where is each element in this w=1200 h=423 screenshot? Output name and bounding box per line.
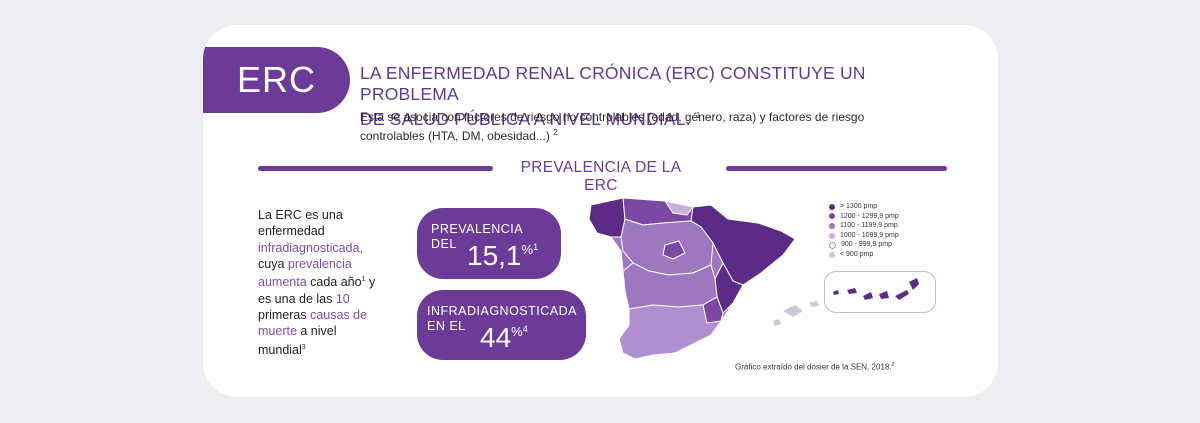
side-text-ref: 3 xyxy=(301,343,306,351)
underdiagnosis-label-line1: INFRADIAGNOSTICADA xyxy=(427,304,577,318)
legend-dot-6 xyxy=(829,251,835,258)
underdiagnosis-number: 44 xyxy=(480,322,512,353)
side-text-part: La ERC es una enfermedad xyxy=(258,208,343,239)
prevalence-label-line2: DEL xyxy=(431,237,457,251)
legend-dot-2 xyxy=(829,213,835,220)
prevalence-ref: 1 xyxy=(533,242,539,252)
side-text-ref: 1 xyxy=(361,276,366,284)
legend-item-2: 1200 - 1299,9 pmp xyxy=(829,212,899,222)
prevalence-stat: PREVALENCIA DEL 15,1%1 xyxy=(417,208,561,279)
section-title: PREVALENCIA DE LA ERC xyxy=(520,159,682,194)
legend-dot-1 xyxy=(829,203,835,210)
region-balearic-small xyxy=(773,319,781,326)
headline-line1: LA ENFERMEDAD RENAL CRÓNICA (ERC) CONSTI… xyxy=(360,63,866,104)
legend-item-3: 1100 - 1199,9 pmp xyxy=(829,221,899,231)
legend-item-4: 1000 - 1099,9 pmp xyxy=(829,231,899,241)
region-basque xyxy=(663,200,694,216)
underdiagnosis-label-line2: EN EL xyxy=(427,319,466,333)
legend-dot-5 xyxy=(829,241,836,249)
legend-label-4: 1000 - 1099,9 pmp xyxy=(840,231,899,239)
source-caption-ref: 2 xyxy=(891,362,895,368)
legend-dot-4 xyxy=(829,232,835,239)
side-text-part: y es una de las xyxy=(258,275,376,306)
legend-dot-3 xyxy=(829,222,835,229)
region-murcia xyxy=(702,296,724,324)
description-text: Esta se asocia con factores de riesgo no… xyxy=(360,110,865,143)
erc-tag: ERC xyxy=(203,47,350,113)
underdiagnosis-unit: % xyxy=(511,324,523,339)
underdiagnosis-ref: 4 xyxy=(522,324,528,334)
side-text-part: cada año xyxy=(306,275,362,290)
source-caption: Gráfico extraído del dosier de la SEN, 2… xyxy=(735,362,894,372)
divider-right xyxy=(726,166,947,171)
underdiagnosis-stat: INFRADIAGNOSTICADA EN EL 44%4 xyxy=(417,290,586,360)
side-text-highlight: 10 xyxy=(335,291,350,306)
legend-label-5: 900 - 999,9 pmp xyxy=(841,241,892,249)
side-text-highlight: prevalencia aumenta xyxy=(258,256,352,290)
legend-label-3: 1100 - 1199,9 pmp xyxy=(840,222,898,230)
legend-label-2: 1200 - 1299,9 pmp xyxy=(840,212,899,220)
prevalence-unit: % xyxy=(521,242,534,257)
region-andalusia xyxy=(618,296,724,360)
description-ref: 2 xyxy=(553,128,558,137)
source-caption-text: Gráfico extraído del dosier de la SEN, 2… xyxy=(735,362,892,372)
side-text-part: primeras xyxy=(258,307,311,322)
region-balearic-east xyxy=(809,301,819,307)
legend-item-6: < 900 pmp xyxy=(829,250,899,260)
canary-islands-map xyxy=(833,278,919,300)
canary-islands-inset xyxy=(824,271,936,313)
underdiagnosis-label: INFRADIAGNOSTICADA EN EL xyxy=(427,304,577,334)
side-text: La ERC es una enfermedad infradiagnostic… xyxy=(258,207,383,358)
headline-ref: 1 xyxy=(695,111,701,120)
region-galicia xyxy=(588,197,626,238)
region-balearic xyxy=(783,305,803,317)
side-text-part: cuya xyxy=(258,256,288,271)
divider-left xyxy=(258,166,493,171)
prevalence-value: 15,1%1 xyxy=(467,240,538,272)
legend-item-1: > 1300 pmp xyxy=(829,202,899,212)
headline: LA ENFERMEDAD RENAL CRÓNICA (ERC) CONSTI… xyxy=(360,63,920,130)
legend-item-5: 900 - 999,9 pmp xyxy=(829,240,899,250)
prevalence-label: PREVALENCIA DEL xyxy=(431,222,523,252)
legend-label-1: > 1300 pmp xyxy=(840,203,878,210)
side-text-highlight: causas de muerte xyxy=(258,307,368,339)
prevalence-label-line1: PREVALENCIA xyxy=(431,222,524,236)
spain-map xyxy=(588,197,819,360)
side-text-highlight: infradiagnosticada, xyxy=(258,240,363,255)
underdiagnosis-value: 44%4 xyxy=(480,322,528,354)
prevalence-number: 15,1 xyxy=(467,240,522,271)
legend-label-6: < 900 pmp xyxy=(840,250,874,258)
side-text-part: a nivel mundial xyxy=(258,324,337,357)
map-legend: > 1300 pmp 1200 - 1299,9 pmp 1100 - 1199… xyxy=(829,202,899,260)
region-madrid xyxy=(662,240,686,260)
headline-line2: DE SALUD PÚBLICA A NIVEL MUNDIAL. xyxy=(360,108,691,129)
description: Esta se asocia con factores de riesgo no… xyxy=(360,109,920,144)
infographic-card: ERC LA ENFERMEDAD RENAL CRÓNICA (ERC) CO… xyxy=(203,25,998,397)
